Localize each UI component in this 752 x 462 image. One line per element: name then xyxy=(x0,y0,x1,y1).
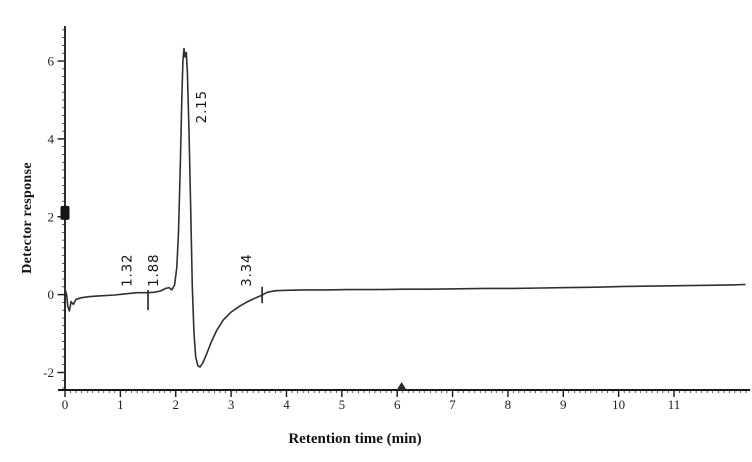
x-tick-label: 11 xyxy=(668,397,681,412)
peak-label-3.34: 3.34 xyxy=(239,254,255,287)
y-tick-label: 4 xyxy=(48,131,55,146)
x-tick-label: 1 xyxy=(117,397,124,412)
scan-artifact-blob xyxy=(60,205,70,220)
x-tick-label: 8 xyxy=(505,397,512,412)
x-tick-label: 6 xyxy=(394,397,401,412)
x-tick-label: 2 xyxy=(172,397,179,412)
peak-label-2.15: 2.15 xyxy=(194,90,210,123)
peak-label-1.88: 1.88 xyxy=(146,254,162,287)
y-tick-label: 2 xyxy=(48,209,55,224)
x-tick-label: 7 xyxy=(449,397,456,412)
scan-artifact-triangle xyxy=(396,382,407,390)
x-tick-label: 5 xyxy=(339,397,346,412)
y-tick-label: -2 xyxy=(43,365,54,380)
detector-trace xyxy=(64,47,746,368)
x-tick-label: 0 xyxy=(62,397,69,412)
x-tick-label: 4 xyxy=(283,397,290,412)
x-tick-label: 10 xyxy=(612,397,625,412)
x-tick-label: 9 xyxy=(560,397,567,412)
peak-label-1.32: 1.32 xyxy=(119,254,135,287)
y-tick-label: 0 xyxy=(48,287,55,302)
y-axis-title: Detector response xyxy=(20,162,35,274)
x-tick-label: 3 xyxy=(228,397,235,412)
x-axis-title: Retention time (min) xyxy=(288,431,422,447)
y-tick-label: 6 xyxy=(48,54,55,69)
